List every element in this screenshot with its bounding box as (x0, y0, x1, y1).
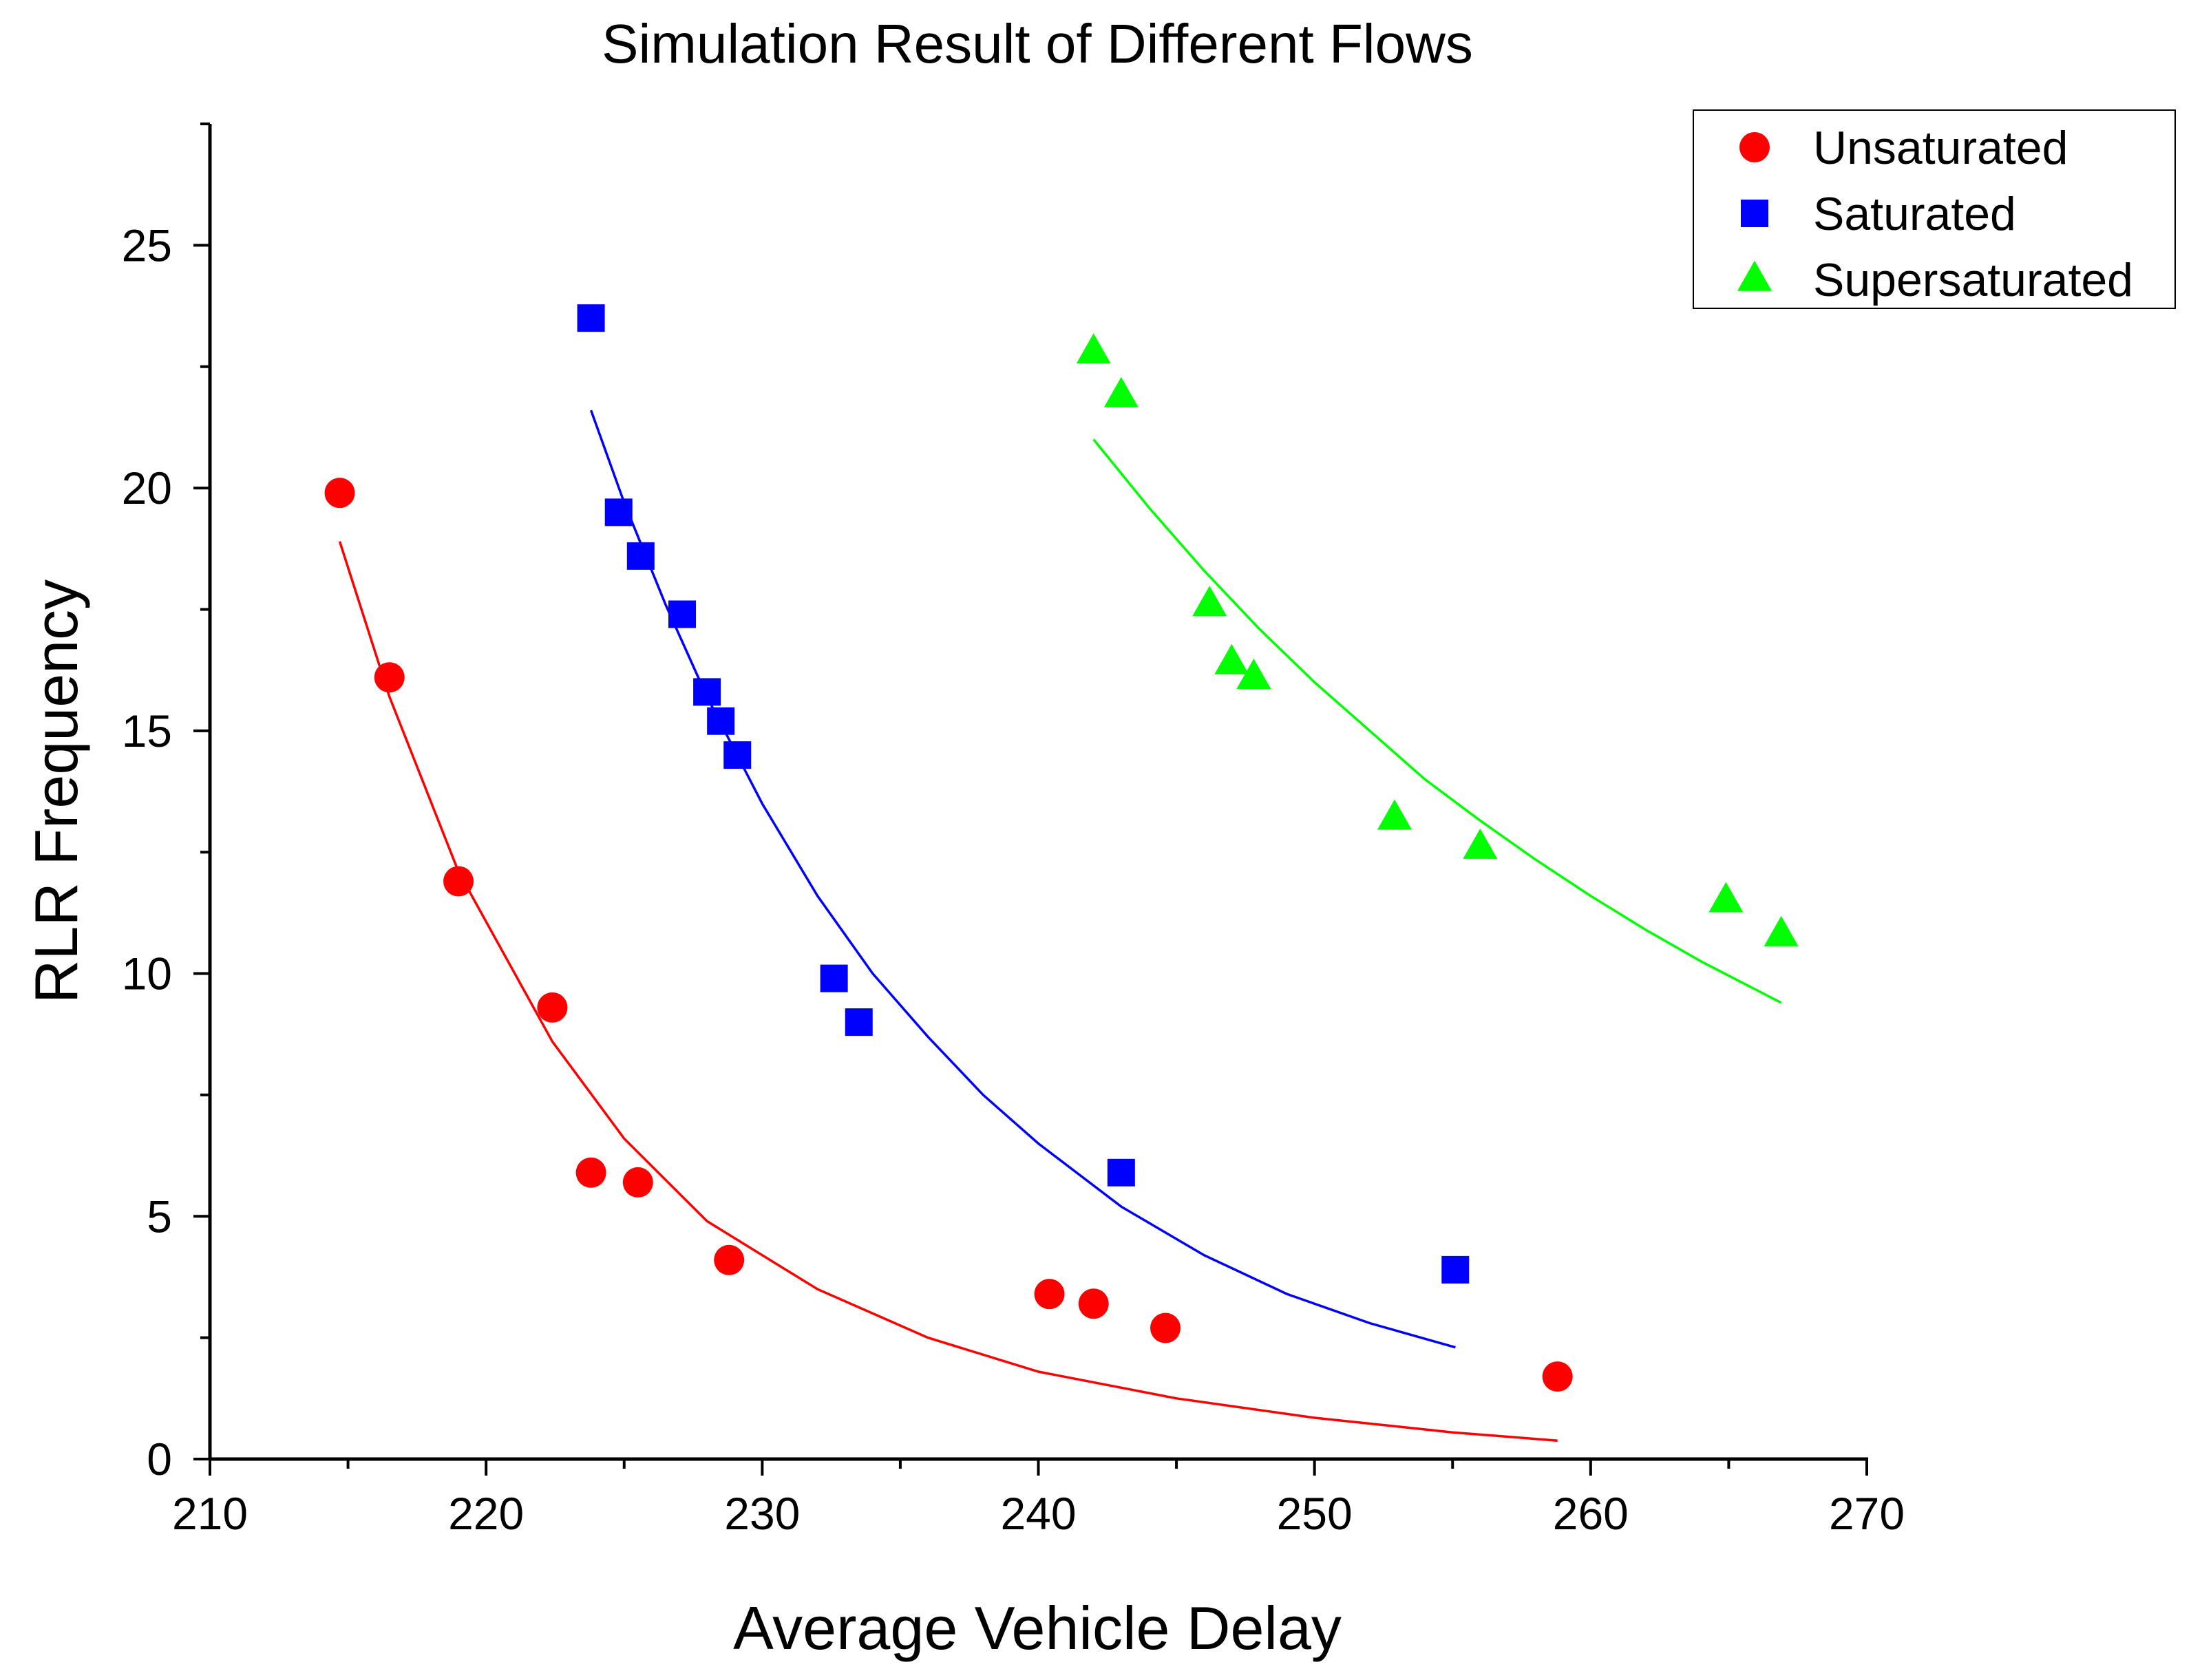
legend-label-unsaturated: Unsaturated (1813, 122, 2068, 174)
data-point-unsaturated (1542, 1361, 1573, 1392)
y-tick-label: 5 (147, 1191, 172, 1242)
data-point-supersaturated (1192, 586, 1227, 617)
legend-marker-supersaturated (1737, 260, 1772, 291)
legend-label-saturated: Saturated (1813, 188, 2016, 240)
legend-label-supersaturated: Supersaturated (1813, 254, 2133, 306)
y-tick-label: 25 (122, 220, 172, 270)
data-point-supersaturated (1236, 658, 1271, 689)
data-point-supersaturated (1764, 915, 1799, 946)
data-point-unsaturated (537, 992, 568, 1023)
data-point-supersaturated (1076, 333, 1111, 364)
y-tick-label: 0 (147, 1434, 172, 1485)
data-point-supersaturated (1214, 644, 1249, 674)
data-point-saturated (845, 1008, 873, 1036)
legend-box (1693, 109, 2176, 309)
y-tick-label: 15 (122, 705, 172, 756)
fit-curve-saturated (589, 410, 1456, 1349)
data-point-saturated (693, 678, 721, 706)
data-point-unsaturated (1150, 1312, 1181, 1343)
data-point-saturated (1107, 1158, 1135, 1187)
data-point-saturated (626, 542, 655, 570)
data-point-supersaturated (1708, 882, 1744, 913)
x-tick-label: 250 (1277, 1488, 1353, 1539)
data-point-saturated (723, 741, 752, 769)
data-point-saturated (707, 707, 735, 735)
data-point-unsaturated (443, 866, 474, 897)
x-tick-label: 210 (172, 1488, 248, 1539)
data-point-supersaturated (1103, 376, 1139, 407)
fit-curve-supersaturated (1092, 438, 1782, 1004)
x-tick-label: 260 (1553, 1488, 1629, 1539)
chart-title: Simulation Result of Different Flows (602, 13, 1473, 74)
axes: 210 220 230 240 250 260 270 0 5 10 15 20 25 (122, 123, 1905, 1539)
data-point-saturated (1441, 1255, 1470, 1284)
data-point-saturated (820, 964, 848, 992)
data-point-saturated (604, 498, 633, 527)
x-tick-label: 240 (1000, 1488, 1076, 1539)
y-axis-title: RLR Frequency (22, 580, 90, 1003)
data-point-unsaturated (575, 1157, 606, 1188)
x-axis-title: Average Vehicle Delay (733, 1594, 1342, 1662)
legend: Unsaturated Saturated Supersaturated (1693, 109, 2176, 309)
legend-marker-unsaturated (1739, 132, 1770, 162)
x-tick-label: 270 (1829, 1488, 1905, 1539)
data-point-unsaturated (324, 478, 355, 509)
x-tick-label: 230 (724, 1488, 800, 1539)
x-tick-label: 220 (448, 1488, 524, 1539)
data-point-supersaturated (1377, 799, 1412, 830)
legend-marker-saturated (1741, 200, 1768, 227)
data-point-unsaturated (374, 662, 405, 693)
data-point-unsaturated (1034, 1279, 1065, 1310)
data-point-unsaturated (714, 1244, 745, 1275)
data-point-saturated (577, 304, 605, 332)
data-point-saturated (668, 600, 696, 628)
data-point-unsaturated (622, 1167, 653, 1198)
y-tick-label: 20 (122, 462, 172, 513)
data-point-supersaturated (1463, 828, 1498, 859)
legend-entries: Unsaturated Saturated Supersaturated (1737, 122, 2133, 306)
y-tick-label: 10 (122, 948, 172, 999)
data-points (324, 304, 1799, 1392)
data-point-unsaturated (1078, 1288, 1109, 1319)
